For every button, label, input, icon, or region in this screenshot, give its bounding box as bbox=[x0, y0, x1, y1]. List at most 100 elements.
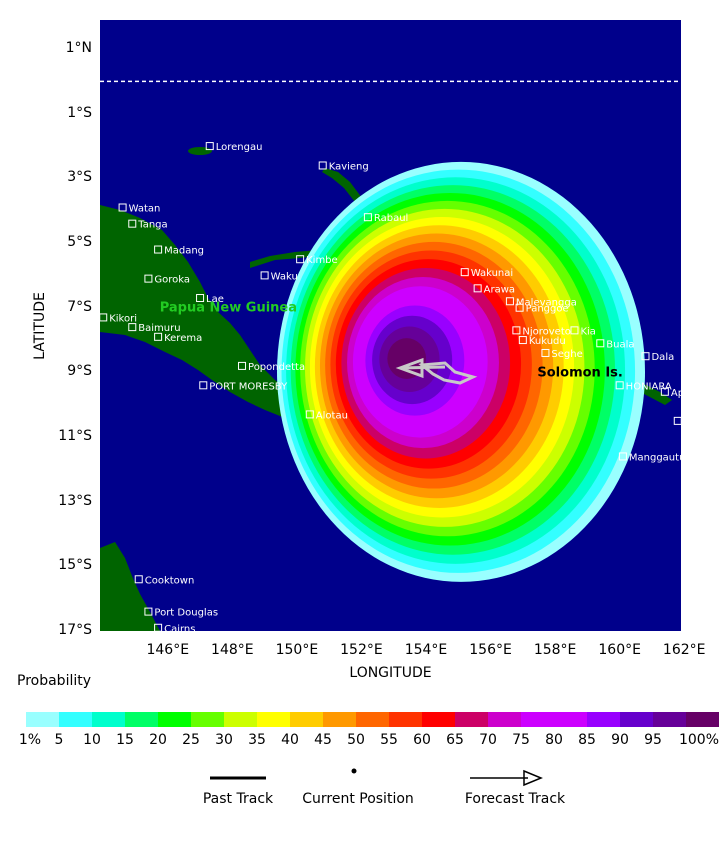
track-legend-symbols bbox=[210, 768, 543, 787]
colorbar-tick-label: 25 bbox=[182, 732, 200, 748]
place-label: Kimbe bbox=[306, 255, 338, 266]
place-kimbe: Kimbe bbox=[296, 255, 338, 266]
colorbar-tick-label: 20 bbox=[149, 732, 167, 748]
place-label: Baimuru bbox=[138, 323, 180, 334]
place-watan: Watan bbox=[118, 203, 160, 215]
place-rabaul: Rabaul bbox=[363, 213, 408, 224]
colorbar-tick-label: 65 bbox=[446, 732, 464, 748]
place-label: Kia bbox=[580, 326, 595, 337]
place-wakunai: Wakunai bbox=[460, 268, 513, 279]
colorbar-tick-label: 70 bbox=[479, 732, 497, 748]
place-marker-icon bbox=[144, 274, 153, 283]
place-seghe: Seghe bbox=[541, 348, 583, 360]
place-marker-icon bbox=[154, 245, 163, 254]
place-dala: Dala bbox=[641, 352, 674, 363]
place-label: Popondetta bbox=[248, 362, 305, 373]
place-malevangga: Malevangga bbox=[505, 297, 577, 308]
colorbar-tick-label: 50 bbox=[347, 732, 365, 748]
colorbar-cell bbox=[620, 712, 653, 727]
place-label: Buala bbox=[606, 339, 634, 350]
place-marker-icon bbox=[515, 303, 524, 312]
colorbar-tick-label: 40 bbox=[281, 732, 299, 748]
place-label: Malevangga bbox=[516, 297, 577, 308]
place-alotau: Alotau bbox=[305, 410, 348, 421]
place-lorengau: Lorengau bbox=[205, 142, 262, 153]
place-label: Apio bbox=[671, 388, 681, 399]
place-label: Dala bbox=[651, 352, 674, 363]
probability-colorbar bbox=[26, 712, 719, 727]
place-marker-icon bbox=[260, 271, 269, 280]
colorbar-tick-label: 95 bbox=[644, 732, 662, 748]
colorbar-tick-label: 30 bbox=[215, 732, 233, 748]
place-kukudu: Kukudu bbox=[518, 336, 566, 347]
place-marker-icon bbox=[505, 297, 514, 306]
place-label: Kukudu bbox=[529, 336, 566, 347]
place-label: Tanga bbox=[137, 220, 167, 231]
colorbar-cell bbox=[422, 712, 455, 727]
current-position-label: Current Position bbox=[302, 791, 414, 807]
place-label: Kavieng bbox=[329, 161, 369, 172]
colorbar-cell bbox=[125, 712, 158, 727]
place-marker-icon bbox=[541, 348, 550, 357]
colorbar-tick-label: 100% bbox=[678, 732, 720, 748]
place-label: Seghe bbox=[551, 349, 582, 360]
colorbar-tick-label: 75 bbox=[512, 732, 530, 748]
place-marker-icon bbox=[615, 381, 624, 390]
place-label: Alotau bbox=[316, 410, 348, 421]
place-marker-icon bbox=[596, 339, 605, 348]
place-panggoe: Panggoe bbox=[515, 303, 569, 315]
place-port-douglas: Port Douglas bbox=[144, 607, 218, 619]
place-label: HONIARA bbox=[626, 381, 672, 392]
place-honiara: HONIARA bbox=[615, 381, 672, 392]
lat-tick-label: 1°S bbox=[67, 104, 92, 121]
lat-tick-label: 17°S bbox=[58, 622, 92, 638]
lat-tick-label: 5°S bbox=[67, 234, 92, 251]
place-label: Kikori bbox=[109, 313, 137, 324]
lat-tick-label: 13°S bbox=[58, 492, 92, 509]
lon-tick-label: 154°E bbox=[404, 642, 448, 658]
forecast-track-label: Forecast Track bbox=[464, 791, 566, 807]
colorbar-cell bbox=[191, 712, 224, 727]
lat-tick-label: 1°N bbox=[65, 40, 92, 57]
colorbar-cell bbox=[224, 712, 257, 727]
place-marker-icon bbox=[518, 336, 527, 345]
place-marker-icon bbox=[660, 387, 669, 396]
lon-tick-label: 146°E bbox=[146, 642, 190, 658]
place-marker-icon bbox=[318, 161, 327, 170]
map-canvas: Lorengau Kavieng Watan Rabaul Tanga Madang Kim… bbox=[100, 20, 681, 631]
land-png-mainland bbox=[100, 205, 306, 422]
place-label: Madang bbox=[164, 246, 204, 257]
land-manus bbox=[188, 147, 212, 155]
lon-tick-label: 148°E bbox=[211, 642, 254, 658]
forecast-track-outline bbox=[418, 361, 478, 385]
lon-tick-label: 152°E bbox=[340, 642, 383, 658]
colorbar-cell bbox=[686, 712, 719, 727]
colorbar-tick-label: 85 bbox=[578, 732, 596, 748]
place-kikori: Kikori bbox=[100, 313, 137, 324]
colorbar-cell bbox=[92, 712, 125, 727]
forecast-track-symbol-arrow bbox=[523, 769, 543, 787]
lat-tick-label: 9°S bbox=[67, 363, 92, 380]
place-cooktown: Cooktown bbox=[134, 575, 194, 586]
place-manggautu: Manggautu bbox=[618, 452, 681, 463]
region-label: Papua New Guinea bbox=[160, 301, 297, 316]
region-label: Solomon Is. bbox=[537, 365, 622, 380]
place-port-moresby: PORT MORESBY bbox=[199, 381, 288, 392]
place-baimuru: Baimuru bbox=[128, 323, 181, 334]
colorbar-cell bbox=[26, 712, 59, 727]
place-marker-icon bbox=[618, 452, 627, 461]
place-marker-icon bbox=[363, 213, 372, 222]
colorbar-tick-label: 5 bbox=[54, 732, 64, 748]
place-marker-icon bbox=[154, 332, 163, 341]
place-marker-icon bbox=[100, 313, 108, 322]
colorbar-cell bbox=[488, 712, 521, 727]
land-new-britain bbox=[250, 215, 370, 268]
lon-tick-label: 162°E bbox=[662, 642, 706, 658]
place-waku: Waku bbox=[260, 271, 298, 282]
place-label: Kerema bbox=[164, 333, 202, 344]
place-marker-icon bbox=[460, 268, 469, 277]
forecast-track-shaft bbox=[399, 365, 446, 370]
colorbar-tick-label: 10 bbox=[83, 732, 101, 748]
colorbar-tick-label: 1% bbox=[18, 732, 42, 748]
lat-tick-label: 11°S bbox=[58, 428, 92, 445]
